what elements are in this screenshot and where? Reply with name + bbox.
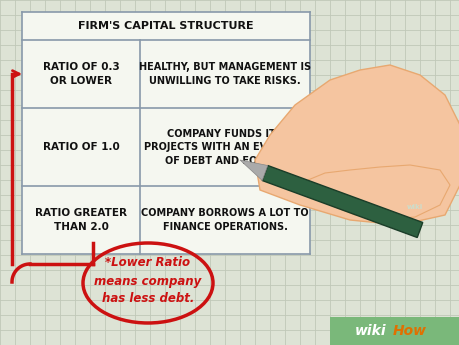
Polygon shape xyxy=(262,166,422,237)
Text: HEALTHY, BUT MANAGEMENT IS
UNWILLING TO TAKE RISKS.: HEALTHY, BUT MANAGEMENT IS UNWILLING TO … xyxy=(139,62,310,86)
Bar xyxy=(22,12,309,254)
Text: RATIO OF 1.0: RATIO OF 1.0 xyxy=(43,142,119,152)
Text: wiki: wiki xyxy=(354,324,386,338)
Polygon shape xyxy=(308,165,449,220)
Text: FIRM'S CAPITAL STRUCTURE: FIRM'S CAPITAL STRUCTURE xyxy=(78,21,253,31)
Text: RATIO OF 0.3
OR LOWER: RATIO OF 0.3 OR LOWER xyxy=(43,62,119,86)
Bar xyxy=(329,317,459,345)
Text: COMPANY BORROWS A LOT TO
FINANCE OPERATIONS.: COMPANY BORROWS A LOT TO FINANCE OPERATI… xyxy=(141,208,308,231)
Polygon shape xyxy=(240,160,267,180)
Text: *Lower Ratio
means company
has less debt.: *Lower Ratio means company has less debt… xyxy=(94,256,201,306)
Text: RATIO GREATER
THAN 2.0: RATIO GREATER THAN 2.0 xyxy=(35,208,127,231)
Polygon shape xyxy=(254,65,459,225)
Text: wiki: wiki xyxy=(406,204,422,210)
Text: How: How xyxy=(392,324,426,338)
Text: COMPANY FUNDS ITS
PROJECTS WITH AN EVEN MIX
OF DEBT AND EQUITY.: COMPANY FUNDS ITS PROJECTS WITH AN EVEN … xyxy=(144,129,305,165)
